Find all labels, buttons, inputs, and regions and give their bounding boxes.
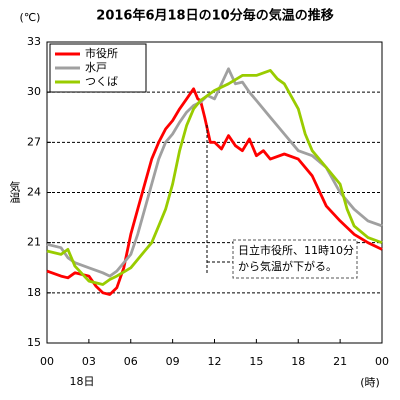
x-tick-label: 18 [291, 355, 305, 368]
legend-label: 市役所 [85, 46, 118, 60]
legend-label: つくば [85, 75, 118, 88]
annotation: 日立市役所、11時10分 [238, 243, 354, 257]
x-tick-label: 00 [40, 355, 54, 368]
x-unit: (時) [360, 376, 380, 389]
series-line [46, 87, 383, 296]
legend-label: 水戸 [85, 61, 107, 74]
chart-title: 2016年6月18日の10分毎の気温の推移 [96, 8, 333, 24]
annotation-box [232, 239, 358, 279]
y-axis-label: 気温 [8, 180, 21, 203]
y-unit: (℃) [20, 11, 41, 24]
series-line [46, 69, 383, 286]
plot-frame [46, 41, 383, 344]
y-tick-label: 27 [27, 135, 41, 148]
x-tick-label: 03 [82, 355, 96, 368]
x-tick-label: 15 [249, 355, 263, 368]
x-tick-label: 12 [208, 355, 222, 368]
x-tick-label: 21 [333, 355, 347, 368]
y-tick-label: 33 [27, 35, 41, 48]
y-tick-label: 15 [27, 336, 41, 349]
x-tick-label: 06 [124, 355, 138, 368]
date-label: 18日 [70, 375, 95, 388]
x-tick-label: 00 [375, 355, 389, 368]
y-tick-label: 21 [27, 236, 41, 249]
x-tick-label: 09 [166, 355, 180, 368]
y-tick-label: 24 [27, 186, 41, 199]
y-tick-label: 30 [27, 85, 41, 98]
y-tick-label: 18 [27, 286, 41, 299]
annotation: から気温が下がる。 [238, 259, 337, 273]
